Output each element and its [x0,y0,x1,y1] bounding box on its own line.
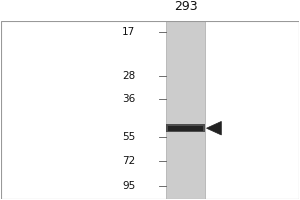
Text: 55: 55 [122,132,135,142]
Polygon shape [206,121,221,135]
Text: 17: 17 [122,27,135,37]
Text: 36: 36 [122,94,135,104]
Bar [166,21,205,199]
Bar [168,126,203,131]
Text: 293: 293 [174,0,197,13]
Text: 28: 28 [122,71,135,81]
Text: 95: 95 [122,181,135,191]
Text: 72: 72 [122,156,135,166]
Bar [166,124,205,132]
